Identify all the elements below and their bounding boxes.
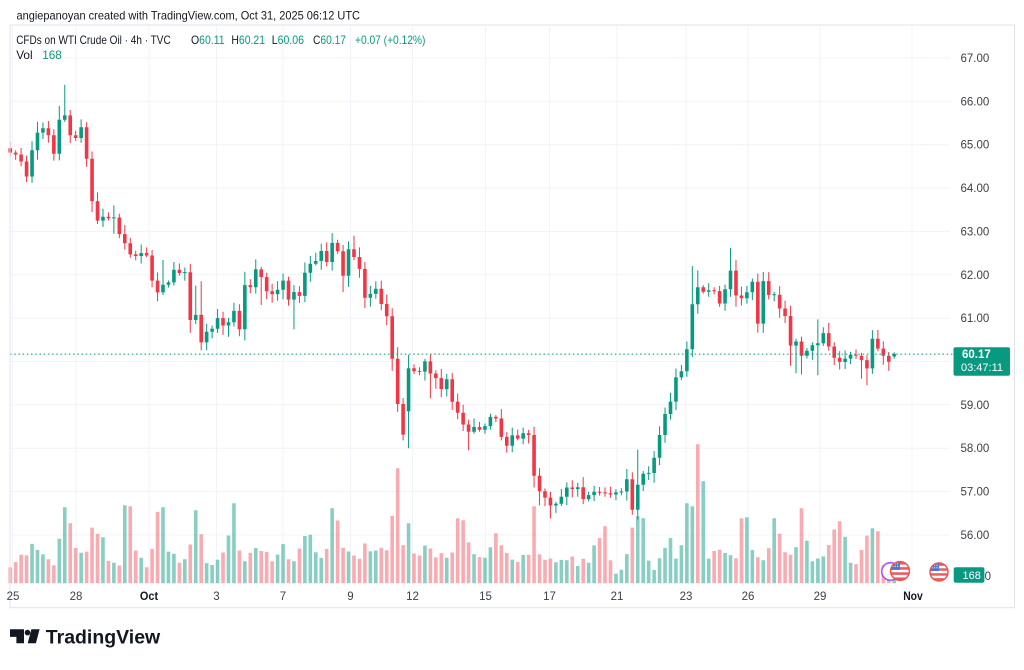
- svg-text:15: 15: [479, 591, 492, 603]
- svg-text:C60.17: C60.17: [313, 33, 346, 47]
- svg-text:56.00: 56.00: [961, 530, 990, 542]
- svg-text:65.00: 65.00: [961, 140, 990, 152]
- svg-text:angiepanoyan created with Trad: angiepanoyan created with TradingView.co…: [17, 9, 361, 23]
- svg-text:O60.11: O60.11: [191, 33, 225, 47]
- svg-text:21: 21: [611, 591, 624, 603]
- svg-text:28: 28: [70, 591, 83, 603]
- svg-text:7: 7: [280, 591, 286, 603]
- svg-text:61.00: 61.00: [961, 313, 990, 325]
- svg-text:Vol: Vol: [16, 48, 32, 62]
- svg-text:26: 26: [742, 591, 755, 603]
- svg-text:3: 3: [213, 591, 219, 603]
- svg-text:67.00: 67.00: [961, 53, 990, 65]
- svg-text:L60.06: L60.06: [272, 33, 305, 47]
- svg-text:168: 168: [42, 48, 62, 62]
- svg-text:9: 9: [347, 591, 353, 603]
- svg-text:Oct: Oct: [140, 591, 158, 603]
- svg-text:CFDs on WTI Crude Oil · 4h · T: CFDs on WTI Crude Oil · 4h · TVC: [16, 33, 171, 47]
- svg-text:+0.07 (+0.12%): +0.07 (+0.12%): [355, 33, 425, 47]
- svg-text:57.00: 57.00: [961, 487, 990, 499]
- svg-text:62.00: 62.00: [961, 270, 990, 282]
- svg-text:23: 23: [680, 591, 693, 603]
- svg-text:0: 0: [985, 571, 991, 583]
- svg-text:29: 29: [814, 591, 827, 603]
- svg-text:17: 17: [543, 591, 556, 603]
- svg-text:63.00: 63.00: [961, 226, 990, 238]
- svg-text:H60.21: H60.21: [231, 33, 265, 47]
- svg-text:Nov: Nov: [903, 591, 923, 603]
- svg-text:58.00: 58.00: [961, 443, 990, 455]
- svg-text:60.17: 60.17: [962, 349, 991, 361]
- svg-text:03:47:11: 03:47:11: [961, 362, 1003, 374]
- svg-text:59.00: 59.00: [961, 400, 990, 412]
- svg-text:64.00: 64.00: [961, 183, 990, 195]
- svg-text:66.00: 66.00: [961, 96, 990, 108]
- svg-text:168: 168: [963, 570, 981, 582]
- svg-text:12: 12: [406, 591, 419, 603]
- svg-text:TradingView: TradingView: [46, 628, 161, 649]
- svg-text:25: 25: [7, 591, 20, 603]
